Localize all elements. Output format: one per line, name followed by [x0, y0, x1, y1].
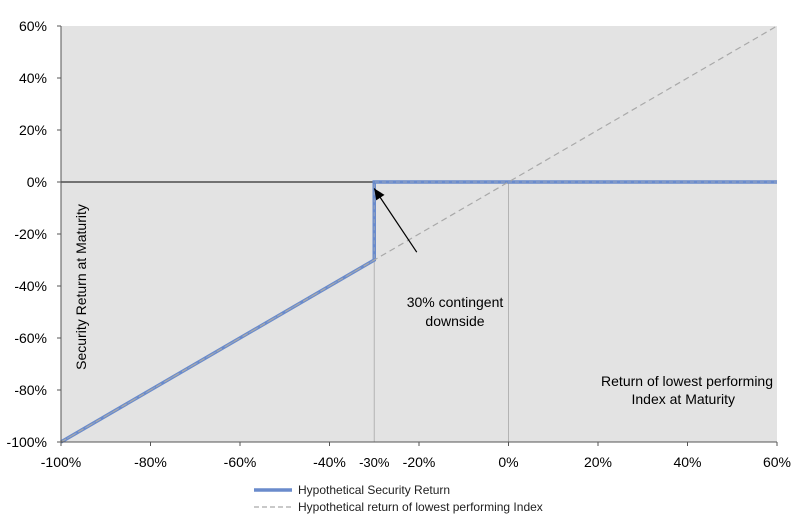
series-line-security-return-overlay: [60, 181, 777, 443]
x-tick-label: 60%: [763, 454, 791, 470]
annotation-arrow-head: [374, 188, 385, 201]
x-tick-label: 40%: [673, 454, 701, 470]
x-tick-label: 0%: [498, 454, 518, 470]
series-line-index-return: [60, 25, 778, 443]
x-axis-title-line-1: Return of lowest performing: [601, 373, 773, 389]
y-tick-label: 40%: [19, 70, 47, 86]
y-tick-label: 60%: [19, 18, 47, 34]
y-tick-label: -40%: [14, 278, 47, 294]
annotation-text-line-2: downside: [425, 313, 484, 329]
x-tick-label: -80%: [134, 454, 167, 470]
y-tick-label: -20%: [14, 226, 47, 242]
tick-labels: -100% -80% -60% -40% -20% 0% 20% 40% 60% -100% -80…: [7, 18, 791, 470]
series-layer: [60, 25, 778, 444]
x-tick-label: 20%: [584, 454, 612, 470]
annotation-arrow-shaft: [373, 188, 418, 253]
y-tick-label: 20%: [19, 122, 47, 138]
y-axis-title: Security Return at Maturity: [73, 204, 89, 370]
y-tick-label: -60%: [14, 330, 47, 346]
y-tick-label: 0%: [27, 174, 47, 190]
annotation: [373, 188, 418, 253]
y-tick-label: -100%: [7, 434, 47, 450]
y-tick-label: -80%: [14, 382, 47, 398]
legend: Hypothetical Security Return Hypothetica…: [254, 483, 543, 514]
annotation-text-line-1: 30% contingent: [407, 294, 504, 310]
x-tick-label: -40%: [313, 454, 346, 470]
x-axis-title-line-2: Index at Maturity: [632, 391, 736, 407]
x-tick-label: -60%: [224, 454, 257, 470]
legend-label-index-return: Hypothetical return of lowest performing…: [298, 500, 543, 514]
x-tick-label: -20%: [403, 454, 436, 470]
x-tick-label-extra: -30%: [359, 455, 390, 470]
x-tick-label: -100%: [41, 454, 81, 470]
legend-label-security-return: Hypothetical Security Return: [298, 483, 450, 497]
